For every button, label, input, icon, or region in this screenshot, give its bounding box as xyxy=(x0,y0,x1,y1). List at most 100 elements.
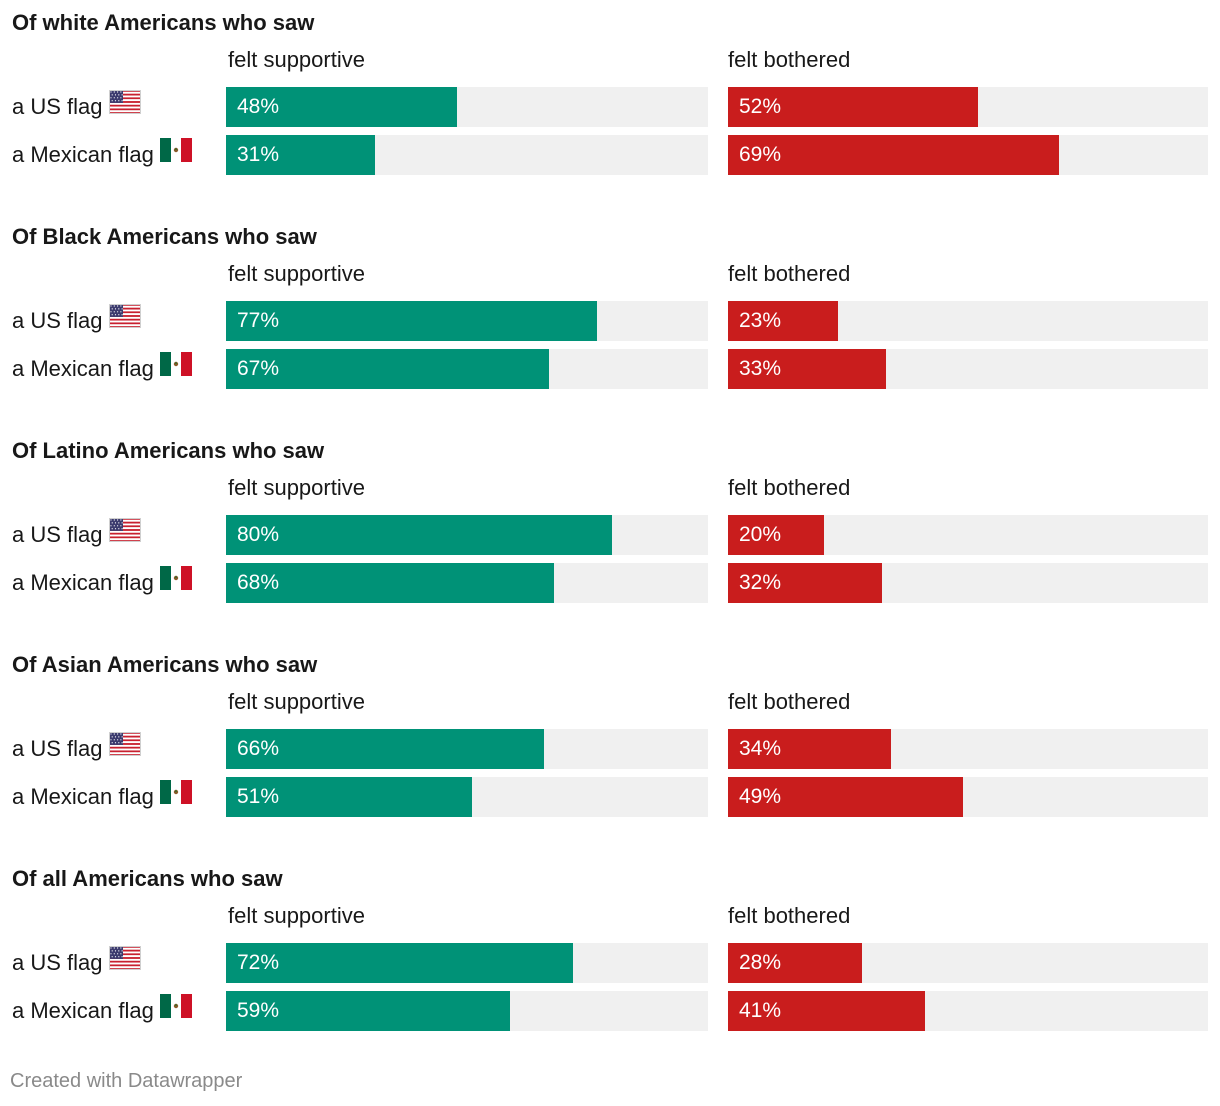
respondent-group: Of white Americans who saw felt supportiv… xyxy=(0,10,1220,210)
us-flag xyxy=(108,87,141,127)
row-label: a US flag xyxy=(12,515,141,555)
supportive-value-label: 66% xyxy=(237,737,280,760)
bothered-value-label: 33% xyxy=(739,357,782,380)
row-label-text: a US flag xyxy=(12,950,103,975)
row-label-text: a US flag xyxy=(12,94,103,119)
respondent-group: Of Asian Americans who saw felt supportiv… xyxy=(0,652,1220,852)
supportive-bar-track: 67% xyxy=(226,349,708,389)
mexican-flag-icon xyxy=(159,352,192,376)
supportive-value-label: 59% xyxy=(237,999,280,1022)
supportive-column-header: felt supportive xyxy=(228,689,365,714)
bothered-bar xyxy=(728,991,925,1031)
supportive-column-header: felt supportive xyxy=(228,261,365,286)
supportive-bar xyxy=(226,349,549,389)
mexican-flag xyxy=(159,777,192,817)
bothered-value-label: 23% xyxy=(739,309,782,332)
bothered-value-label: 49% xyxy=(739,785,782,808)
mexican-flag-icon xyxy=(159,994,192,1018)
row-label-text: a Mexican flag xyxy=(12,570,154,595)
bothered-bar-track: 41% xyxy=(728,991,1208,1031)
bothered-column-header: felt bothered xyxy=(728,47,851,72)
row-label: a US flag xyxy=(12,87,141,127)
supportive-bar-track: 31% xyxy=(226,135,708,175)
bothered-value-label: 20% xyxy=(739,523,782,546)
row-label-text: a US flag xyxy=(12,736,103,761)
mexican-flag xyxy=(159,135,192,175)
mexican-flag-icon xyxy=(159,780,192,804)
bothered-bar-track: 28% xyxy=(728,943,1208,983)
bothered-bar-track: 20% xyxy=(728,515,1208,555)
respondent-group: Of Latino Americans who saw felt supporti… xyxy=(0,438,1220,638)
supportive-value-label: 77% xyxy=(237,309,280,332)
supportive-bar xyxy=(226,301,597,341)
us-flag-icon xyxy=(108,90,141,115)
supportive-column-header: felt supportive xyxy=(228,47,365,72)
us-flag xyxy=(108,729,141,769)
bothered-bar-track: 52% xyxy=(728,87,1208,127)
row-label: a Mexican flag xyxy=(12,991,192,1031)
supportive-bar xyxy=(226,729,544,769)
bothered-bar xyxy=(728,135,1059,175)
bothered-bar-track: 49% xyxy=(728,777,1208,817)
bothered-bar xyxy=(728,515,824,555)
supportive-column-header: felt supportive xyxy=(228,475,365,500)
supportive-bar xyxy=(226,991,510,1031)
bothered-column-header: felt bothered xyxy=(728,903,851,928)
bothered-bar xyxy=(728,563,882,603)
group-title: Of Black Americans who saw xyxy=(12,224,317,249)
row-label-text: a Mexican flag xyxy=(12,142,154,167)
bothered-value-label: 32% xyxy=(739,571,782,594)
bothered-value-label: 69% xyxy=(739,143,782,166)
supportive-bar xyxy=(226,943,573,983)
bothered-bar xyxy=(728,777,963,817)
supportive-value-label: 68% xyxy=(237,571,280,594)
supportive-bar-track: 51% xyxy=(226,777,708,817)
supportive-value-label: 80% xyxy=(237,523,280,546)
bothered-column-header: felt bothered xyxy=(728,475,851,500)
supportive-bar xyxy=(226,515,612,555)
respondent-group: Of all Americans who saw felt supportive f… xyxy=(0,866,1220,1066)
row-label-text: a US flag xyxy=(12,522,103,547)
bothered-bar-track: 23% xyxy=(728,301,1208,341)
row-label: a Mexican flag xyxy=(12,135,192,175)
supportive-bar-track: 66% xyxy=(226,729,708,769)
us-flag-icon xyxy=(108,732,141,757)
mexican-flag xyxy=(159,349,192,389)
supportive-bar xyxy=(226,87,457,127)
mexican-flag-icon xyxy=(159,566,192,590)
supportive-bar-track: 48% xyxy=(226,87,708,127)
group-title: Of Latino Americans who saw xyxy=(12,438,325,463)
bothered-bar xyxy=(728,87,978,127)
bothered-bar xyxy=(728,349,886,389)
bothered-value-label: 28% xyxy=(739,951,782,974)
supportive-bar-track: 68% xyxy=(226,563,708,603)
supportive-bar xyxy=(226,563,554,603)
bothered-bar-track: 33% xyxy=(728,349,1208,389)
group-title: Of all Americans who saw xyxy=(12,866,283,891)
supportive-bar-track: 59% xyxy=(226,991,708,1031)
us-flag xyxy=(108,943,141,983)
us-flag-icon xyxy=(108,518,141,543)
bothered-value-label: 52% xyxy=(739,95,782,118)
bothered-bar-track: 32% xyxy=(728,563,1208,603)
supportive-value-label: 67% xyxy=(237,357,280,380)
mexican-flag xyxy=(159,991,192,1031)
bothered-value-label: 41% xyxy=(739,999,782,1022)
group-title: Of white Americans who saw xyxy=(12,10,315,35)
us-flag-icon xyxy=(108,946,141,971)
supportive-value-label: 31% xyxy=(237,143,280,166)
group-title: Of Asian Americans who saw xyxy=(12,652,318,677)
row-label: a Mexican flag xyxy=(12,563,192,603)
row-label-text: a Mexican flag xyxy=(12,998,154,1023)
row-label-text: a Mexican flag xyxy=(12,356,154,381)
row-label: a Mexican flag xyxy=(12,349,192,389)
bothered-value-label: 34% xyxy=(739,737,782,760)
supportive-value-label: 72% xyxy=(237,951,280,974)
us-flag xyxy=(108,515,141,555)
row-label-text: a US flag xyxy=(12,308,103,333)
us-flag xyxy=(108,301,141,341)
supportive-column-header: felt supportive xyxy=(228,903,365,928)
supportive-bar xyxy=(226,135,375,175)
supportive-bar-track: 77% xyxy=(226,301,708,341)
row-label: a US flag xyxy=(12,301,141,341)
